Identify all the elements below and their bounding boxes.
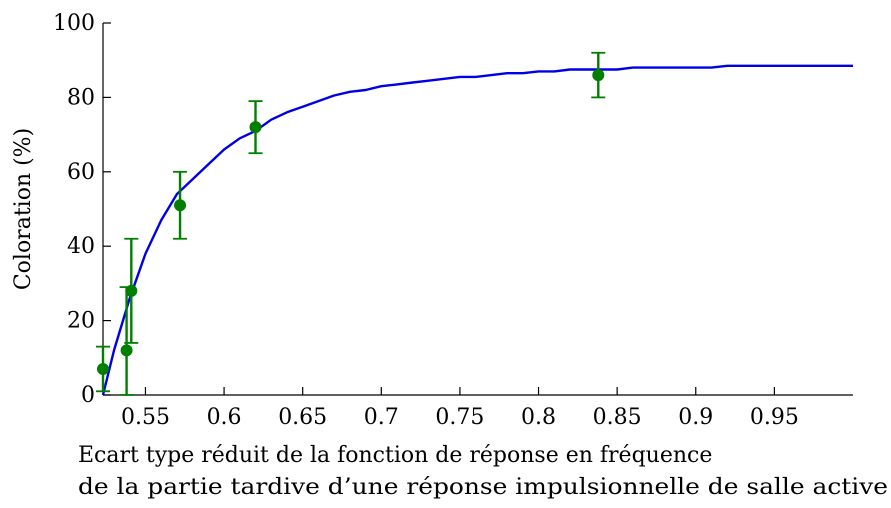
data-point-group [96,345,110,393]
y-tick-label: 60 [67,160,95,185]
y-tick-label: 100 [53,11,95,36]
x-tick-label: 0.9 [678,405,713,430]
x-tick-label: 0.8 [521,405,556,430]
y-axis-label: Coloration (%) [11,128,36,290]
fitted-curve-line [101,64,853,396]
points-layer [96,51,606,396]
data-point [174,199,187,212]
x-tick-label: 0.65 [278,405,327,430]
x-axis-label-line-1: Ecart type réduit de la fonction de répo… [78,443,712,468]
curve-layer [101,64,853,396]
data-point [125,284,138,297]
x-tick-label: 0.75 [435,405,484,430]
data-point-group [591,51,606,99]
data-point [592,69,605,82]
x-tick-label: 0.55 [121,405,170,430]
data-point-group [124,237,139,344]
x-tick-label: 0.6 [207,405,242,430]
data-point [249,121,262,134]
labels-layer: Coloration (%) Ecart type réduit de la f… [11,128,888,500]
data-point-group [248,100,263,155]
x-tick-label: 0.85 [593,405,642,430]
x-tick-label: 0.95 [750,405,799,430]
axes-layer: 0 20 40 60 80 100 0.55 0.6 0.65 0.7 0.75 0.8 0.85 0.9… [53,11,853,430]
y-tick-label: 0 [81,383,95,408]
x-tick-label: 0.7 [364,405,399,430]
y-tick-label: 40 [67,234,95,259]
data-point [120,344,133,357]
x-axis-label-line-2: de la partie tardive d’une réponse impul… [78,475,888,500]
y-tick-label: 80 [67,85,95,110]
data-point-group [173,170,188,240]
data-point [97,362,109,375]
y-tick-label: 20 [67,309,95,334]
